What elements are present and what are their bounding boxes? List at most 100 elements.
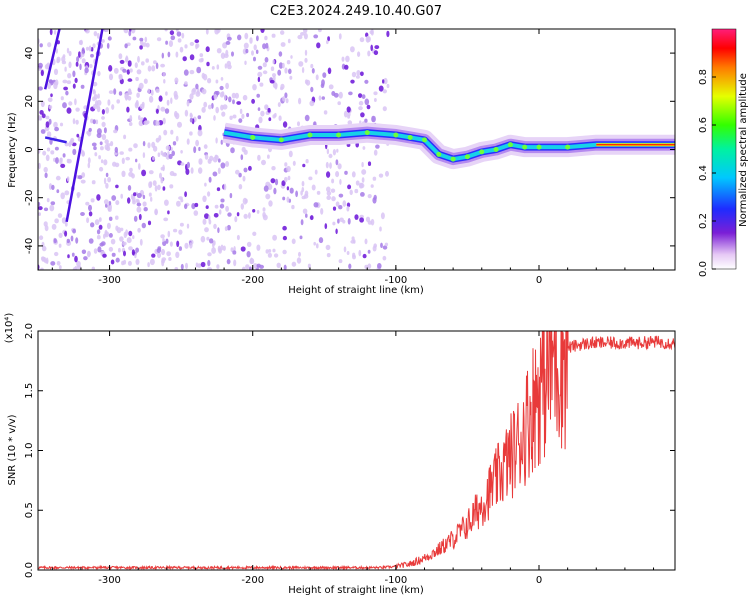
speckle	[51, 184, 55, 190]
speckle	[213, 213, 219, 218]
speckle	[147, 262, 150, 268]
speckle	[257, 154, 261, 161]
speckle	[118, 91, 123, 96]
speckle	[318, 95, 322, 101]
speckle	[44, 225, 49, 232]
speckle	[295, 190, 298, 198]
tick-label: 1.5	[24, 383, 35, 399]
speckle	[87, 162, 91, 169]
speckle	[131, 29, 136, 34]
speckle	[385, 170, 389, 177]
speckle	[367, 50, 371, 57]
speckle	[157, 252, 161, 259]
speckle	[103, 177, 107, 185]
speckle	[120, 193, 123, 199]
speckle	[96, 128, 102, 135]
speckle	[227, 212, 232, 217]
speckle	[271, 33, 276, 38]
speckle	[257, 65, 263, 70]
speckle	[79, 63, 82, 70]
speckle	[262, 62, 267, 68]
speckle	[214, 155, 219, 161]
speckle	[38, 162, 41, 170]
speckle	[216, 48, 222, 54]
speckle	[262, 214, 268, 221]
speckle	[94, 152, 98, 157]
speckle	[358, 100, 364, 106]
speckle	[240, 246, 246, 252]
colorbar-scale	[711, 28, 737, 270]
speckle	[304, 114, 310, 122]
speckle	[152, 156, 155, 161]
speckle	[174, 77, 179, 84]
speckle	[172, 172, 177, 177]
speckle	[286, 196, 290, 203]
speckle	[85, 201, 90, 206]
speckle	[39, 43, 43, 48]
speckle	[147, 65, 152, 72]
speckle	[92, 81, 98, 87]
speckle	[262, 70, 268, 75]
speckle	[145, 120, 150, 125]
speckle	[331, 178, 335, 184]
ridge-blob	[565, 144, 571, 150]
speckle	[270, 178, 276, 184]
speckle	[88, 238, 94, 244]
speckle	[359, 217, 364, 223]
speckle	[305, 159, 309, 164]
speckle	[81, 150, 85, 157]
speckle	[382, 106, 387, 112]
speckle	[217, 227, 220, 234]
speckle	[166, 99, 170, 106]
speckle	[241, 146, 246, 153]
speckle	[124, 56, 129, 63]
speckle	[128, 246, 133, 251]
speckle	[38, 202, 41, 207]
ridge-blob	[307, 132, 313, 138]
speckle	[129, 167, 133, 173]
speckle	[113, 88, 117, 95]
speckle	[87, 251, 91, 257]
speckle	[203, 101, 208, 108]
speckle	[370, 218, 375, 226]
speckle	[278, 62, 283, 69]
snr-x-ticks: -300 -200 -100 0	[51, 331, 655, 586]
speckle	[257, 76, 261, 83]
speckle	[189, 242, 193, 249]
speckle	[242, 197, 248, 205]
speckle	[291, 238, 296, 245]
speckle	[93, 248, 98, 254]
speckle	[335, 228, 338, 235]
speckle	[207, 158, 212, 164]
speckle	[94, 219, 100, 226]
speckle	[70, 235, 74, 242]
speckle	[360, 112, 365, 118]
speckle	[248, 212, 251, 219]
speckle	[61, 217, 67, 224]
speckle	[115, 257, 120, 263]
speckle	[184, 203, 188, 210]
speckle	[162, 117, 166, 125]
speckle	[86, 130, 91, 135]
speckle	[357, 51, 361, 57]
speckle	[164, 29, 168, 32]
speckle	[243, 42, 249, 49]
speckle	[111, 252, 116, 257]
speckle	[280, 83, 285, 90]
speckle	[252, 84, 257, 91]
speckle	[242, 175, 246, 182]
speckle	[330, 188, 336, 193]
speckle	[157, 184, 161, 191]
speckle	[201, 106, 206, 113]
speckle	[207, 252, 212, 257]
speckle	[189, 41, 195, 46]
speckle	[47, 42, 52, 48]
speckle	[115, 200, 120, 206]
speckle	[122, 68, 127, 73]
speckle	[207, 267, 212, 270]
speckle	[298, 97, 302, 105]
speckle	[343, 110, 348, 118]
speckle	[167, 210, 170, 215]
speckle	[168, 257, 172, 261]
speckle	[198, 167, 203, 174]
